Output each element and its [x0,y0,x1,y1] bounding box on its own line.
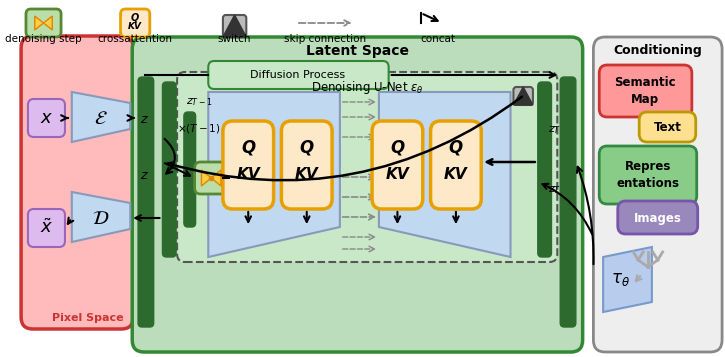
FancyBboxPatch shape [513,87,533,105]
FancyBboxPatch shape [223,15,246,37]
Text: $\tau_\theta$: $\tau_\theta$ [611,270,630,288]
Text: Semantic
Map: Semantic Map [614,76,676,106]
FancyBboxPatch shape [132,37,583,352]
Text: Q: Q [299,138,314,156]
FancyBboxPatch shape [431,121,481,209]
FancyBboxPatch shape [538,82,552,257]
FancyBboxPatch shape [194,162,229,194]
FancyBboxPatch shape [600,146,697,204]
FancyBboxPatch shape [28,209,65,247]
FancyBboxPatch shape [639,112,696,142]
Text: Q: Q [449,138,463,156]
Text: KV: KV [444,166,468,181]
Text: $x$: $x$ [40,109,53,127]
FancyBboxPatch shape [21,36,133,329]
Text: $\mathcal{D}$: $\mathcal{D}$ [92,208,109,227]
FancyBboxPatch shape [618,201,697,234]
Polygon shape [211,170,221,186]
FancyBboxPatch shape [26,9,61,37]
FancyBboxPatch shape [600,65,692,117]
Text: $\mathcal{E}$: $\mathcal{E}$ [94,109,108,127]
Text: concat: concat [420,34,455,44]
Text: switch: switch [218,34,252,44]
Text: Latent Space: Latent Space [306,44,409,58]
FancyBboxPatch shape [120,9,150,37]
FancyBboxPatch shape [162,82,176,257]
FancyBboxPatch shape [372,121,423,209]
Text: Conditioning: Conditioning [613,44,702,57]
FancyBboxPatch shape [184,112,196,227]
Text: Q: Q [390,138,405,156]
Text: Text: Text [653,121,682,134]
FancyBboxPatch shape [28,99,65,137]
FancyBboxPatch shape [138,77,154,327]
Polygon shape [379,92,510,257]
Text: $z_T$: $z_T$ [547,184,560,196]
Polygon shape [513,87,533,105]
Text: KV: KV [236,166,260,181]
Text: KV: KV [386,166,409,181]
Text: z: z [140,113,146,126]
Polygon shape [603,247,652,312]
Text: crossattention: crossattention [98,34,173,44]
FancyBboxPatch shape [281,121,332,209]
Text: denoising step: denoising step [5,34,82,44]
FancyBboxPatch shape [223,121,273,209]
Text: Q: Q [241,138,255,156]
Text: z: z [140,169,146,182]
Text: $z_{T-1}$: $z_{T-1}$ [186,96,212,108]
Text: Denoising U-Net $\epsilon_\theta$: Denoising U-Net $\epsilon_\theta$ [311,79,423,96]
Polygon shape [44,16,52,30]
Text: $\tilde{x}$: $\tilde{x}$ [40,219,53,237]
Polygon shape [72,192,130,242]
Text: Q: Q [131,12,139,22]
Polygon shape [208,92,340,257]
Text: $z_T$: $z_T$ [547,124,560,136]
FancyBboxPatch shape [560,77,576,327]
Text: KV: KV [295,166,318,181]
FancyBboxPatch shape [177,72,558,262]
Text: ×$(T-1)$: ×$(T-1)$ [177,121,220,135]
Text: Diffusion Process: Diffusion Process [250,70,346,80]
Polygon shape [202,170,211,186]
FancyBboxPatch shape [208,61,389,89]
Text: KV: KV [128,22,142,31]
Text: Images: Images [634,211,681,225]
Text: Repres
entations: Repres entations [616,160,679,190]
Text: skip connection: skip connection [284,34,366,44]
FancyBboxPatch shape [593,37,722,352]
Text: Pixel Space: Pixel Space [52,313,124,323]
Polygon shape [223,15,246,37]
Polygon shape [35,16,44,30]
Polygon shape [72,92,130,142]
